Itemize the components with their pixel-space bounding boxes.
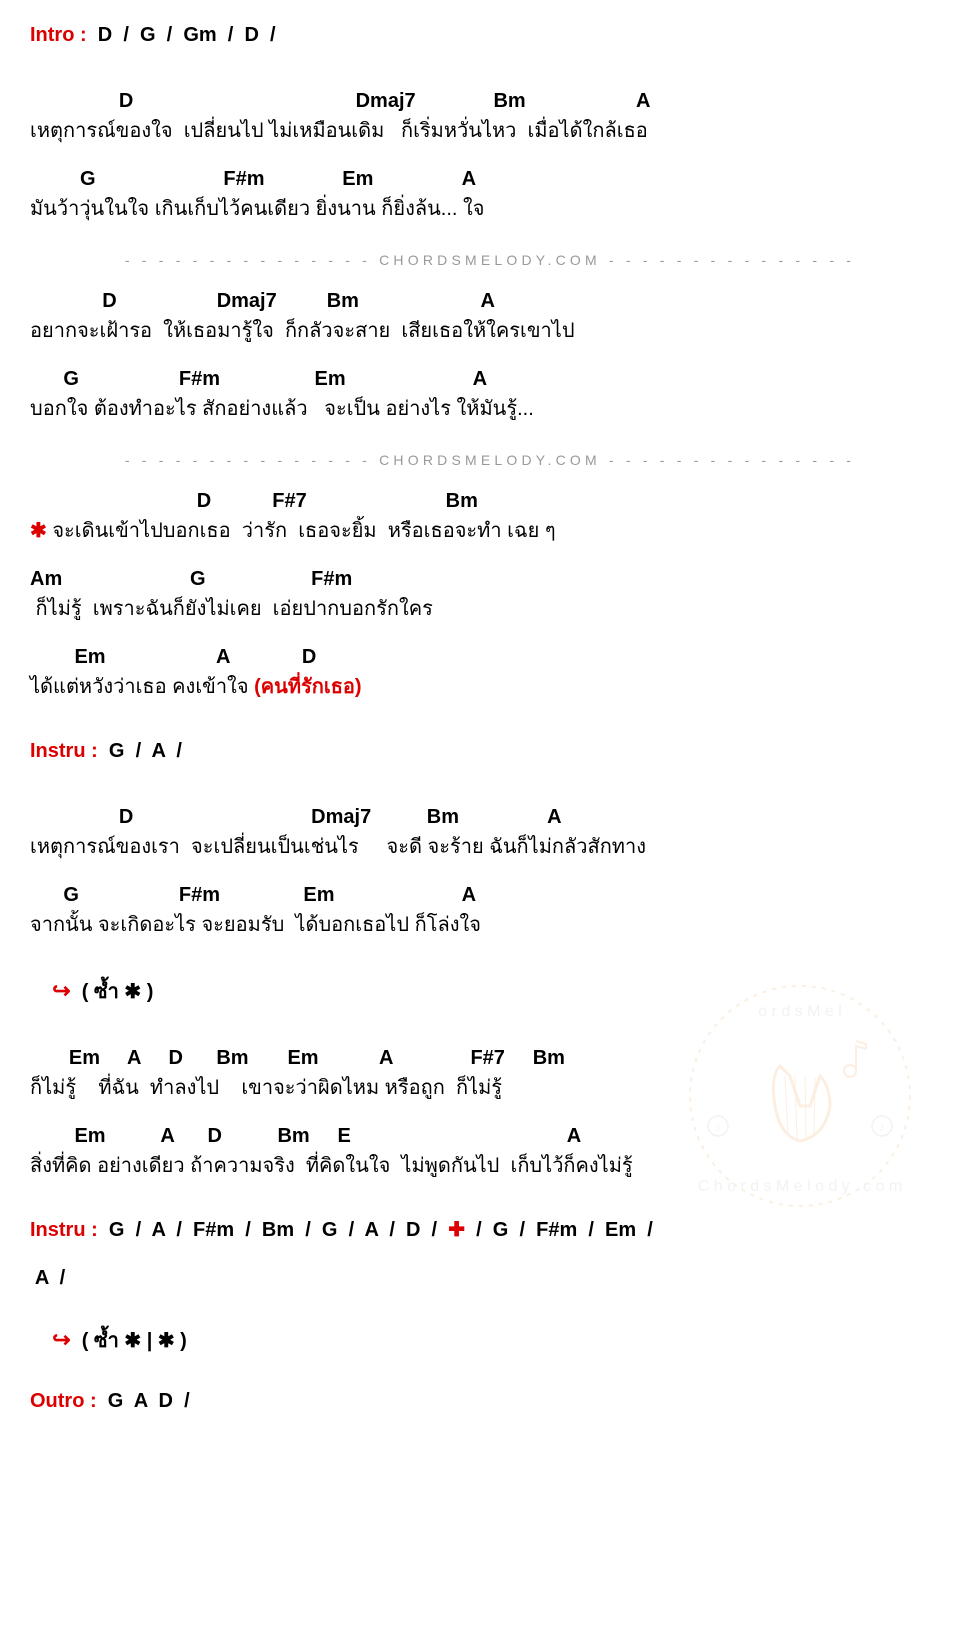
repeat2-text: ( ซ้ำ ✱ | ✱ ) — [82, 1330, 187, 1352]
chorus-lyrics-2: ก็ไม่รู้ เพราะฉันก็ยังไม่เคย เอ่ยปากบอกร… — [30, 594, 950, 624]
chorus-l1-text: จะเดินเข้าไปบอกเธอ ว่ารัก เธอจะยิ้ม หรือ… — [52, 520, 555, 542]
v3-lyrics-1: เหตุการณ์ของเรา จะเปลี่ยนเป็นเช่นไร จะดี… — [30, 832, 950, 862]
bridge-lyrics-1: ก็ไม่รู้ ที่ฉัน ทำลงไป เขาจะว่าผิดไหม หร… — [30, 1073, 950, 1103]
chorus-chords-1: D F#7 Bm — [30, 486, 950, 516]
v1-chords-1: D Dmaj7 Bm A — [30, 86, 950, 116]
bridge-chords-1: Em A D Bm Em A F#7 Bm — [30, 1043, 950, 1073]
chorus-l3-text: ได้แต่หวังว่าเธอ คงเข้าใจ — [30, 676, 254, 698]
repeat1-line: ↪ ( ซ้ำ ✱ ) — [30, 974, 950, 1007]
divider-2: - - - - - - - - - - - - - - - CHORDSMELO… — [30, 452, 950, 468]
v2-chords-2: G F#m Em A — [30, 364, 950, 394]
instru2-chords-1: G / A / F#m / Bm / G / A / D / — [109, 1219, 437, 1241]
bridge-chords-2: Em A D Bm E A — [30, 1121, 950, 1151]
intro-label: Intro : — [30, 24, 87, 46]
chorus-chords-3: Em A D — [30, 642, 950, 672]
instru1-line: Instru : G / A / — [30, 736, 950, 766]
intro-chord-seq: D / G / Gm / D / — [98, 24, 276, 46]
intro-line: Intro : D / G / Gm / D / — [30, 20, 950, 50]
repeat-arrow-icon: ↪ — [52, 978, 70, 1003]
v1-lyrics-2: มันว้าวุ่นในใจ เกินเก็บไว้คนเดียว ยิ่งนา… — [30, 194, 950, 224]
repeat1-text: ( ซ้ำ ✱ ) — [82, 981, 154, 1003]
v1-lyrics-1: เหตุการณ์ของใจ เปลี่ยนไป ไม่เหมือนเดิม ก… — [30, 116, 950, 146]
instru2-label: Instru : — [30, 1219, 98, 1241]
intro-chords — [87, 24, 98, 46]
star-icon: ✱ — [30, 520, 52, 542]
chorus-lyrics-3: ได้แต่หวังว่าเธอ คงเข้าใจ (คนที่รักเธอ) — [30, 672, 950, 702]
chorus-l3-red: (คนที่รักเธอ) — [254, 676, 361, 698]
plus-icon: ✚ — [448, 1219, 465, 1241]
instru2-line-1: Instru : G / A / F#m / Bm / G / A / D / … — [30, 1215, 950, 1245]
v2-lyrics-2: บอกใจ ต้องทำอะไร สักอย่างแล้ว จะเป็น อย่… — [30, 394, 950, 424]
divider-1: - - - - - - - - - - - - - - - CHORDSMELO… — [30, 252, 950, 268]
instru1-chords: G / A / — [109, 740, 182, 762]
v2-lyrics-1: อยากจะเฝ้ารอ ให้เธอมารู้ใจ ก็กลัวจะสาย เ… — [30, 316, 950, 346]
v3-chords-2: G F#m Em A — [30, 880, 950, 910]
v2-chords-1: D Dmaj7 Bm A — [30, 286, 950, 316]
outro-line: Outro : G A D / — [30, 1386, 950, 1416]
v3-chords-1: D Dmaj7 Bm A — [30, 802, 950, 832]
instru2-chords-2: / G / F#m / Em / — [476, 1219, 653, 1241]
chorus-lyrics-1: ✱ จะเดินเข้าไปบอกเธอ ว่ารัก เธอจะยิ้ม หร… — [30, 516, 950, 546]
repeat-arrow-icon-2: ↪ — [52, 1327, 70, 1352]
v1-chords-2: G F#m Em A — [30, 164, 950, 194]
instru1-label: Instru : — [30, 740, 98, 762]
outro-label: Outro : — [30, 1390, 97, 1412]
bridge-lyrics-2: สิ่งที่คิด อย่างเดียว ถ้าความจริง ที่คิด… — [30, 1151, 950, 1181]
chorus-chords-2: Am G F#m — [30, 564, 950, 594]
instru2-line-2: A / — [30, 1263, 950, 1293]
v3-lyrics-2: จากนั้น จะเกิดอะไร จะยอมรับ ได้บอกเธอไป … — [30, 910, 950, 940]
outro-chords: G A D / — [108, 1390, 190, 1412]
repeat2-line: ↪ ( ซ้ำ ✱ | ✱ ) — [30, 1323, 950, 1356]
